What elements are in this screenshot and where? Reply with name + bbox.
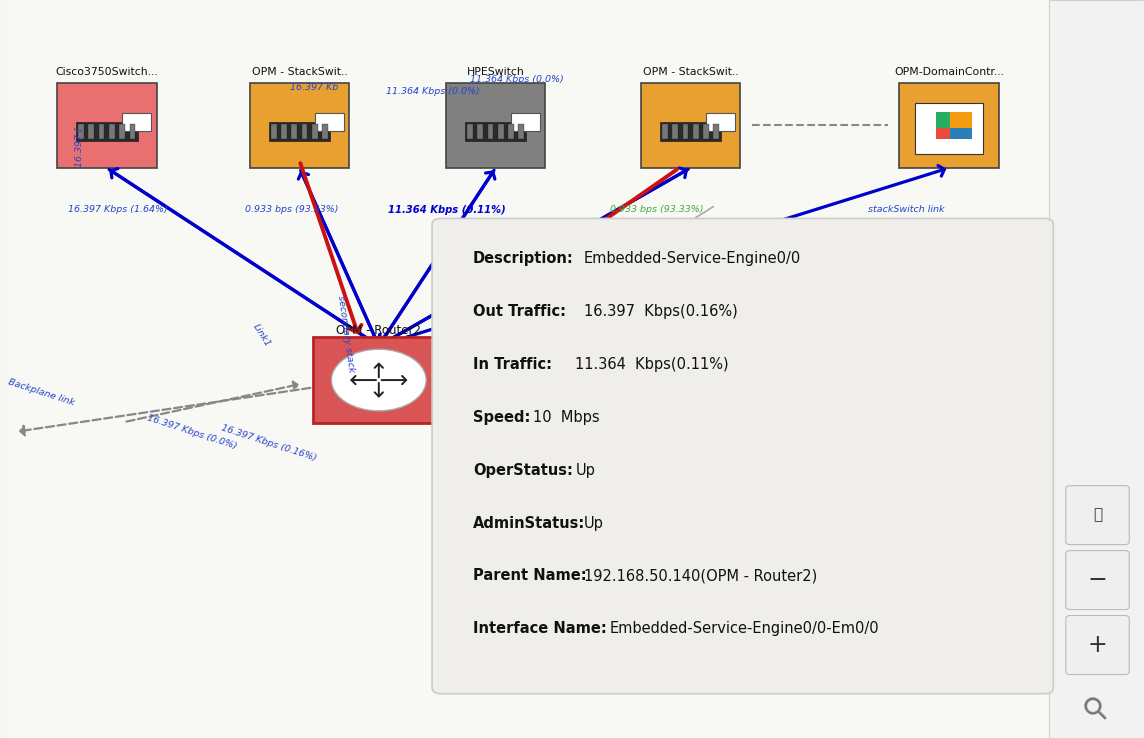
FancyBboxPatch shape [951, 123, 971, 139]
Text: Up: Up [575, 463, 595, 477]
FancyBboxPatch shape [498, 124, 503, 139]
FancyBboxPatch shape [467, 124, 472, 139]
Text: HPESwitch: HPESwitch [467, 67, 524, 77]
FancyBboxPatch shape [706, 113, 734, 131]
Text: Backplane link: Backplane link [7, 378, 76, 407]
FancyBboxPatch shape [464, 122, 526, 141]
FancyBboxPatch shape [936, 123, 958, 139]
FancyBboxPatch shape [511, 113, 540, 131]
FancyBboxPatch shape [487, 124, 493, 139]
Text: Link: Link [466, 323, 480, 344]
FancyBboxPatch shape [714, 124, 720, 139]
Text: 16.397 Kbps (0.16%): 16.397 Kbps (0.16%) [220, 423, 318, 463]
FancyBboxPatch shape [122, 113, 151, 131]
FancyBboxPatch shape [315, 113, 343, 131]
Text: stackSwitch link: stackSwitch link [867, 205, 944, 214]
FancyBboxPatch shape [1066, 615, 1129, 675]
FancyBboxPatch shape [129, 124, 135, 139]
FancyBboxPatch shape [269, 122, 331, 141]
Text: Speed:: Speed: [472, 410, 531, 425]
Text: 16.397 [: 16.397 [ [74, 128, 82, 168]
Text: Up: Up [583, 516, 604, 531]
Text: Embedded-Service-Engine0/0: Embedded-Service-Engine0/0 [583, 251, 801, 266]
Text: 16.397  Kbps(0.16%): 16.397 Kbps(0.16%) [583, 304, 738, 319]
Text: OperStatus:: OperStatus: [472, 463, 573, 477]
Text: 10  Mbps: 10 Mbps [533, 410, 599, 425]
FancyBboxPatch shape [292, 124, 297, 139]
Text: OPM - StackSwit..: OPM - StackSwit.. [643, 67, 738, 77]
FancyBboxPatch shape [446, 83, 546, 168]
FancyBboxPatch shape [899, 83, 999, 168]
FancyBboxPatch shape [323, 124, 328, 139]
Text: OPM - StackSwit..: OPM - StackSwit.. [252, 67, 348, 77]
FancyBboxPatch shape [432, 218, 1054, 694]
FancyBboxPatch shape [57, 83, 157, 168]
Text: In Traffic:: In Traffic: [472, 357, 551, 372]
Text: Embedded-Service-Engine0/0-Em0/0: Embedded-Service-Engine0/0-Em0/0 [610, 621, 879, 636]
Text: 16.397 Kb: 16.397 Kb [291, 83, 339, 92]
Text: Parent Name:: Parent Name: [472, 568, 587, 583]
Text: Cisco3750Switch...: Cisco3750Switch... [55, 67, 158, 77]
Text: AdminStatus:: AdminStatus: [472, 516, 585, 531]
FancyBboxPatch shape [683, 124, 689, 139]
Text: Description:: Description: [472, 251, 573, 266]
FancyBboxPatch shape [693, 124, 699, 139]
FancyBboxPatch shape [76, 122, 137, 141]
FancyBboxPatch shape [281, 124, 287, 139]
Text: secondary stack: secondary stack [336, 294, 356, 373]
Text: 11.364 Kbps (0.11%): 11.364 Kbps (0.11%) [388, 204, 506, 215]
Text: 0.933 bps (93.33%): 0.933 bps (93.33%) [245, 205, 339, 214]
FancyBboxPatch shape [704, 124, 709, 139]
Text: Link1: Link1 [252, 323, 272, 349]
FancyBboxPatch shape [1049, 0, 1144, 738]
FancyBboxPatch shape [271, 124, 277, 139]
Text: Interface Name:: Interface Name: [472, 621, 606, 636]
FancyBboxPatch shape [660, 122, 722, 141]
FancyBboxPatch shape [249, 83, 349, 168]
FancyBboxPatch shape [109, 124, 114, 139]
FancyBboxPatch shape [313, 337, 445, 423]
Circle shape [332, 349, 427, 411]
FancyBboxPatch shape [10, 0, 1047, 738]
FancyBboxPatch shape [312, 124, 318, 139]
FancyBboxPatch shape [1066, 551, 1129, 610]
FancyBboxPatch shape [1066, 486, 1129, 545]
FancyBboxPatch shape [662, 124, 668, 139]
Text: 11.364 Kbps (0.0%): 11.364 Kbps (0.0%) [387, 87, 480, 96]
Text: Out Traffic:: Out Traffic: [472, 304, 566, 319]
Text: 16.397 Kbps (1.64%): 16.397 Kbps (1.64%) [69, 205, 168, 214]
Text: −: − [1088, 568, 1107, 592]
Text: ⚲: ⚲ [1079, 690, 1114, 727]
Text: 11.364  Kbps(0.11%): 11.364 Kbps(0.11%) [575, 357, 729, 372]
Text: 192.168.50.140(OPM - Router2): 192.168.50.140(OPM - Router2) [583, 568, 817, 583]
Text: 0.933 bps (93.33%): 0.933 bps (93.33%) [610, 205, 704, 214]
FancyBboxPatch shape [302, 124, 308, 139]
Text: LinkSub: LinkSub [557, 331, 586, 367]
FancyBboxPatch shape [673, 124, 678, 139]
Text: ⛶: ⛶ [1093, 508, 1102, 523]
FancyBboxPatch shape [98, 124, 104, 139]
Text: +: + [1088, 633, 1107, 657]
FancyBboxPatch shape [915, 103, 983, 154]
FancyBboxPatch shape [951, 112, 971, 128]
Text: OPM - Router2: OPM - Router2 [336, 324, 421, 337]
FancyBboxPatch shape [508, 124, 514, 139]
FancyBboxPatch shape [88, 124, 94, 139]
Text: 11.364 Kbps (0.0%): 11.364 Kbps (0.0%) [470, 75, 564, 84]
FancyBboxPatch shape [936, 112, 958, 128]
FancyBboxPatch shape [641, 83, 740, 168]
FancyBboxPatch shape [477, 124, 483, 139]
FancyBboxPatch shape [119, 124, 125, 139]
Text: OPM-DomainContr...: OPM-DomainContr... [893, 67, 1004, 77]
FancyBboxPatch shape [78, 124, 84, 139]
Text: 16.397 Kbps (0.0%): 16.397 Kbps (0.0%) [145, 413, 238, 450]
FancyBboxPatch shape [518, 124, 524, 139]
